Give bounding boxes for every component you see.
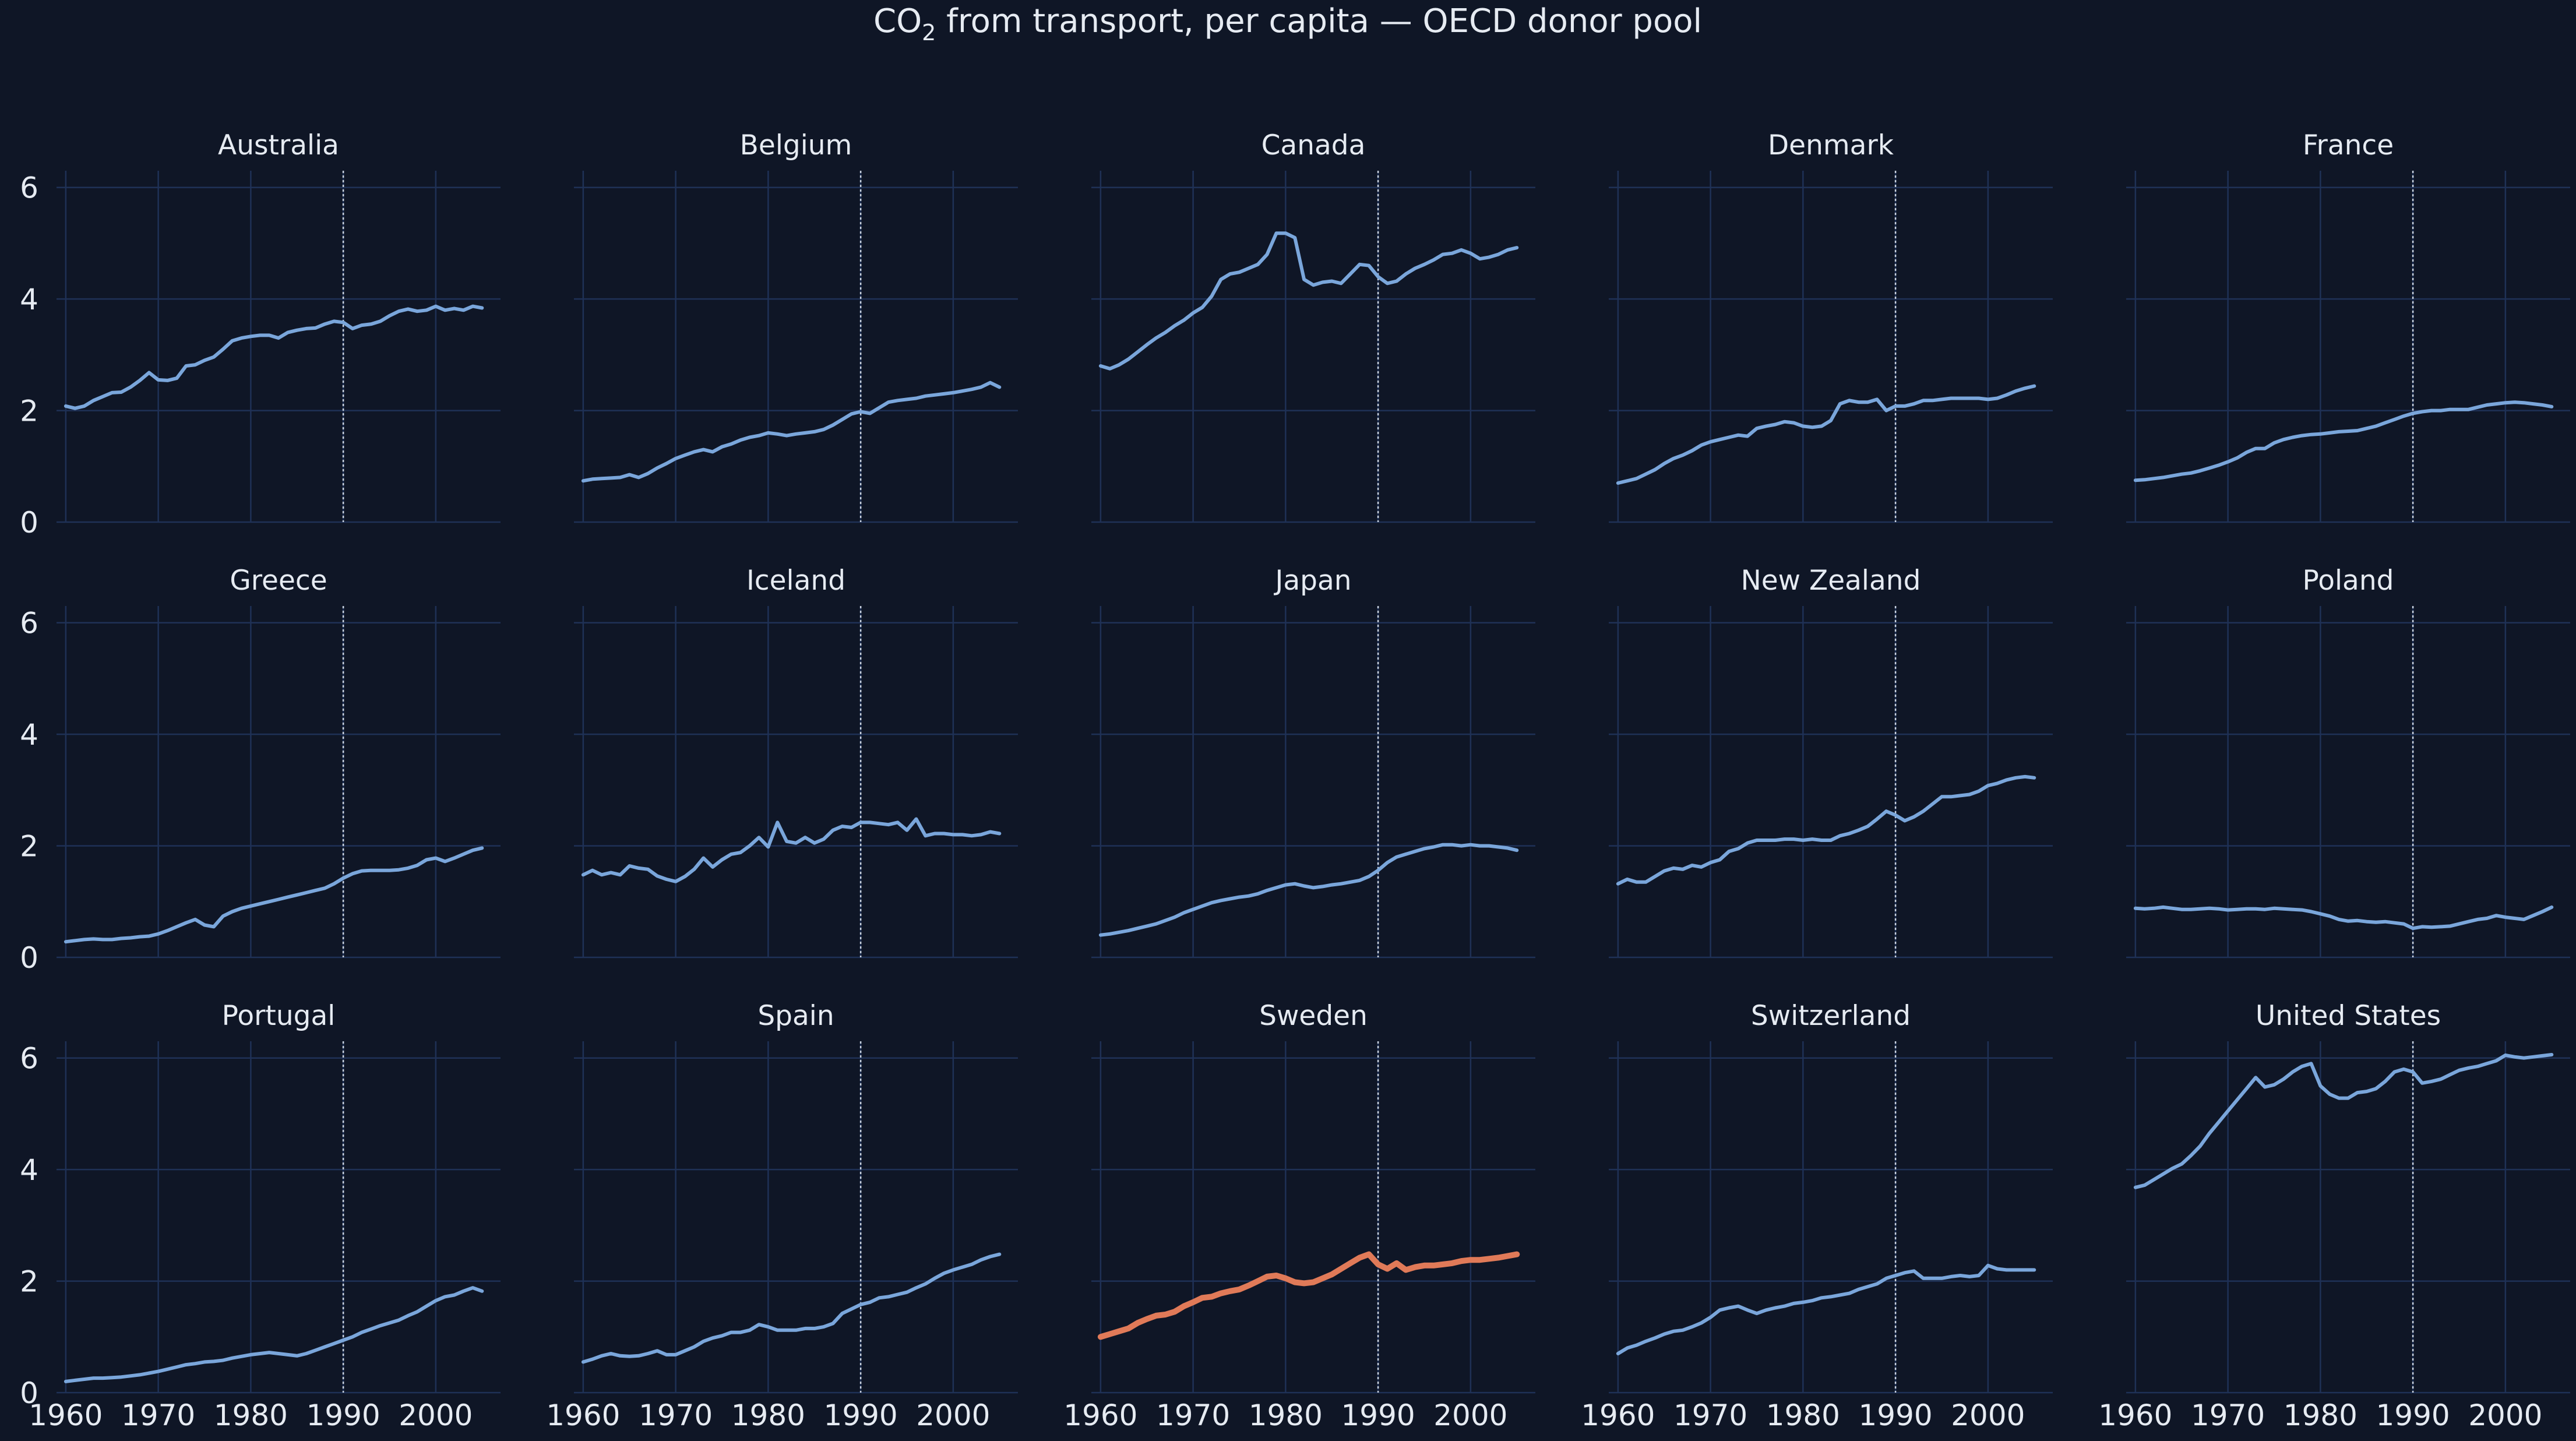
panel-spain: Spain 1960 1970 1980 1990 2000 [546,1000,1018,1432]
y-tick-label: 4 [20,1153,38,1187]
series-line-poland [2133,905,2554,931]
series-line-denmark [1616,384,2036,485]
series-line-japan [1098,843,1519,937]
series-line-belgium [581,380,1002,483]
y-tick-label: 0 [20,1376,38,1410]
x-tick-label: 2000 [1951,1398,2025,1432]
panel-belgium: Belgium [574,129,1018,523]
x-tick-label: 2000 [1433,1398,1507,1432]
panel-canada: Canada [1091,129,1535,523]
y-tick-label: 6 [20,171,38,205]
panel-title: Sweden [1259,1000,1368,1032]
panel-france: France [2126,129,2570,523]
y-tick-label: 6 [20,1042,38,1076]
x-tick-label: 1980 [2283,1398,2357,1432]
figure-title: CO2 from transport, per capita — OECD do… [873,2,1702,45]
y-tick-label: 0 [20,506,38,540]
y-tick-label: 4 [20,283,38,316]
y-tick-label: 2 [20,830,38,864]
series-line-canada [1098,231,1519,371]
panels-grid: Australia 0 2 4 6 Belgium Canada Denmark France G… [20,129,2570,1432]
y-tick-label: 6 [20,607,38,640]
panel-title: Portugal [222,1000,336,1032]
x-tick-label: 1980 [1766,1398,1840,1432]
series-line-portugal [64,1286,484,1383]
panel-japan: Japan [1091,565,1535,959]
series-line-france [2133,400,2554,482]
x-tick-label: 2000 [2468,1398,2542,1432]
series-line-united-states [2133,1053,2554,1189]
series-line-greece [64,846,484,944]
panel-denmark: Denmark [1609,129,2053,523]
y-tick-label: 0 [20,941,38,975]
x-tick-label: 1980 [731,1398,805,1432]
y-tick-label: 4 [20,718,38,752]
x-tick-label: 1990 [1859,1398,1933,1432]
x-tick-label: 1970 [639,1398,713,1432]
panel-title: Greece [230,565,327,597]
series-line-iceland [581,817,1002,883]
panel-portugal: Portugal 0 2 4 6 1960 1970 1980 1990 2000 [20,1000,501,1432]
title-rest: from transport, per capita — OECD donor … [936,2,1702,40]
panel-greece: Greece 0 2 4 6 [20,565,501,975]
x-tick-label: 1960 [1063,1398,1137,1432]
panel-new-zealand: New Zealand [1609,565,2053,959]
x-tick-label: 1970 [1673,1398,1747,1432]
panel-title: United States [2256,1000,2441,1032]
series-line-spain [581,1252,1002,1364]
y-tick-label: 2 [20,1265,38,1299]
panel-switzerland: Switzerland 1960 1970 1980 1990 2000 [1581,1000,2053,1432]
x-tick-label: 2000 [916,1398,990,1432]
panel-united-states: United States 1960 1970 1980 1990 2000 [2098,1000,2570,1432]
x-tick-label: 1960 [29,1398,103,1432]
panel-sweden: Sweden 1960 1970 1980 1990 2000 [1063,1000,1535,1432]
panel-title: Switzerland [1751,1000,1911,1032]
x-tick-label: 2000 [399,1398,473,1432]
panel-title: Iceland [746,565,845,597]
panel-title: Australia [218,129,339,161]
panel-title: New Zealand [1741,565,1921,597]
x-tick-label: 1980 [1249,1398,1323,1432]
x-tick-label: 1960 [1581,1398,1655,1432]
x-tick-label: 1960 [2098,1398,2172,1432]
panel-title: France [2303,129,2394,161]
x-tick-label: 1990 [824,1398,898,1432]
x-tick-label: 1960 [546,1398,620,1432]
x-tick-label: 1990 [2376,1398,2450,1432]
series-line-sweden [1097,1251,1520,1340]
x-tick-label: 1990 [1341,1398,1415,1432]
x-tick-label: 1970 [2191,1398,2265,1432]
panel-iceland: Iceland [574,565,1018,959]
panel-title: Poland [2303,565,2394,597]
panel-title: Denmark [1768,129,1894,161]
panel-title: Spain [757,1000,834,1032]
title-subscript: 2 [922,20,936,45]
title-main: CO [873,2,922,40]
x-tick-label: 1970 [121,1398,195,1432]
y-tick-label: 2 [20,394,38,428]
series-line-australia [64,304,484,410]
series-line-switzerland [1616,1263,2036,1355]
panel-title: Belgium [740,129,852,161]
panel-title: Canada [1261,129,1366,161]
x-tick-label: 1970 [1156,1398,1230,1432]
series-line-new-zealand [1616,774,2036,886]
panel-australia: Australia 0 2 4 6 [20,129,501,540]
x-tick-label: 1990 [306,1398,380,1432]
panel-title: Japan [1273,565,1351,597]
panel-poland: Poland [2126,565,2570,959]
x-tick-label: 1980 [214,1398,288,1432]
